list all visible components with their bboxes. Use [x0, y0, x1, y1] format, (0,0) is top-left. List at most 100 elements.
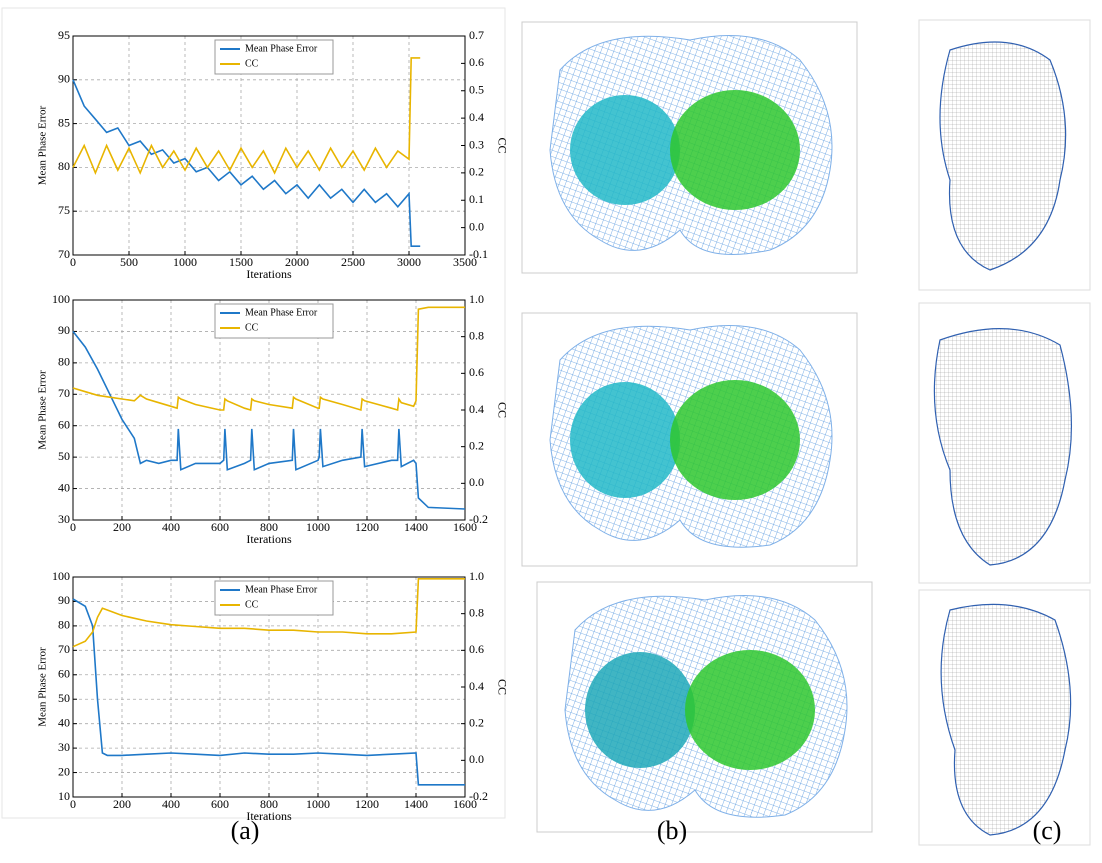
legend-label: CC: [245, 322, 259, 333]
y2-tick-label: 1.0: [469, 292, 484, 306]
y-tick-label: 90: [58, 72, 70, 86]
x-axis-title: Iterations: [246, 532, 292, 546]
y-tick-label: 20: [58, 764, 70, 778]
y-tick-label: 90: [58, 593, 70, 607]
y-tick-label: 100: [52, 292, 70, 306]
y-tick-label: 70: [58, 386, 70, 400]
y-axis-title: Mean Phase Error: [37, 105, 49, 185]
y-tick-label: 60: [58, 417, 70, 431]
y2-tick-label: 0.4: [469, 110, 484, 124]
y2-tick-label: 1.0: [469, 569, 484, 583]
legend-label: CC: [245, 599, 259, 610]
x-tick-label: 1000: [306, 797, 330, 811]
chart: 0 200 400 600 800 1000 1200 1400 1600 10 20 30 40 50 6…: [37, 569, 510, 823]
y2-tick-label: 0.8: [469, 605, 484, 619]
plot-frame: [72, 299, 466, 521]
y2-tick-label: 0.1: [469, 192, 484, 206]
density-view: [939, 41, 1067, 271]
panel-c-images: [918, 19, 1091, 846]
x-tick-label: 3000: [397, 255, 421, 269]
legend-label: Mean Phase Error: [245, 43, 318, 54]
x-tick-label: 1000: [173, 255, 197, 269]
panel-label: (a): [231, 816, 260, 845]
y2-tick-label: 0.3: [469, 137, 484, 151]
y-tick-label: 70: [58, 247, 70, 261]
y-tick-label: 70: [58, 642, 70, 656]
y-tick-label: 40: [58, 480, 70, 494]
y-tick-label: 60: [58, 667, 70, 681]
y-tick-label: 80: [58, 159, 70, 173]
y-tick-label: 85: [58, 115, 70, 129]
x-tick-label: 0: [70, 255, 76, 269]
x-tick-label: 800: [260, 797, 278, 811]
y2-tick-label: 0.5: [469, 83, 484, 97]
density-view: [536, 581, 873, 833]
legend-label: Mean Phase Error: [245, 307, 318, 318]
y2-tick-label: 0.7: [469, 28, 484, 42]
density-view: [940, 603, 1072, 836]
y2-tick-label: 0.2: [469, 165, 484, 179]
y2-tick-label: 0.6: [469, 642, 484, 656]
y-tick-label: 50: [58, 691, 70, 705]
y2-axis-title: CC: [495, 137, 509, 153]
x-axis-title: Iterations: [246, 809, 292, 823]
x-tick-label: 1400: [404, 520, 428, 534]
y2-tick-label: 0.2: [469, 715, 484, 729]
x-tick-label: 1600: [453, 797, 477, 811]
legend-box: [214, 303, 334, 339]
y2-axis-title: CC: [495, 402, 509, 418]
x-tick-label: 0: [70, 797, 76, 811]
y2-tick-label: 0.0: [469, 219, 484, 233]
x-tick-label: 500: [120, 255, 138, 269]
y2-tick-label: 0.0: [469, 475, 484, 489]
data-line: [72, 598, 465, 786]
x-tick-label: 2000: [285, 255, 309, 269]
x-tick-label: 800: [260, 520, 278, 534]
x-tick-label: 2500: [341, 255, 365, 269]
y2-tick-label: 0.0: [469, 752, 484, 766]
x-tick-label: 200: [113, 797, 131, 811]
legend-label: Mean Phase Error: [245, 584, 318, 595]
y-tick-label: 100: [52, 569, 70, 583]
y-tick-label: 10: [58, 789, 70, 803]
x-axis-title: Iterations: [246, 267, 292, 281]
panel-b-images: [521, 21, 873, 833]
data-line: [72, 57, 421, 176]
y-tick-label: 95: [58, 28, 70, 42]
x-tick-label: 600: [211, 520, 229, 534]
x-tick-label: 1600: [453, 520, 477, 534]
plot-frame: [72, 576, 466, 798]
y2-tick-label: 0.4: [469, 679, 484, 693]
chart: 0 200 400 600 800 1000 1200 1400 1600 30 40 50 60 70 8…: [37, 292, 510, 546]
chart: 0 500 1000 1500 2000 2500 3000 3500 70 75 80 85 90 95…: [37, 28, 510, 281]
y-tick-label: 30: [58, 512, 70, 526]
x-tick-label: 0: [70, 520, 76, 534]
x-tick-label: 1500: [229, 255, 253, 269]
y2-tick-label: -0.2: [469, 789, 488, 803]
x-tick-label: 600: [211, 797, 229, 811]
density-view: [521, 312, 858, 567]
panel-label: (c): [1033, 816, 1062, 845]
data-line: [72, 330, 466, 510]
y2-tick-label: 0.2: [469, 438, 484, 452]
y-axis-title: Mean Phase Error: [37, 370, 49, 450]
y2-tick-label: 0.6: [469, 365, 484, 379]
x-tick-label: 3500: [453, 255, 477, 269]
data-line: [72, 79, 421, 247]
legend-box: [214, 580, 334, 616]
y-tick-label: 30: [58, 740, 70, 754]
panel-a-frame: [1, 7, 506, 819]
y2-tick-label: -0.2: [469, 512, 488, 526]
y-tick-label: 75: [58, 203, 70, 217]
density-view: [521, 21, 858, 274]
y2-axis-title: CC: [495, 679, 509, 695]
y2-tick-label: 0.8: [469, 328, 484, 342]
legend-label: CC: [245, 58, 259, 69]
y-tick-label: 90: [58, 323, 70, 337]
x-tick-label: 1200: [355, 797, 379, 811]
y-tick-label: 80: [58, 618, 70, 632]
y2-tick-label: 0.6: [469, 55, 484, 69]
plot-frame: [72, 35, 466, 256]
y-tick-label: 80: [58, 355, 70, 369]
